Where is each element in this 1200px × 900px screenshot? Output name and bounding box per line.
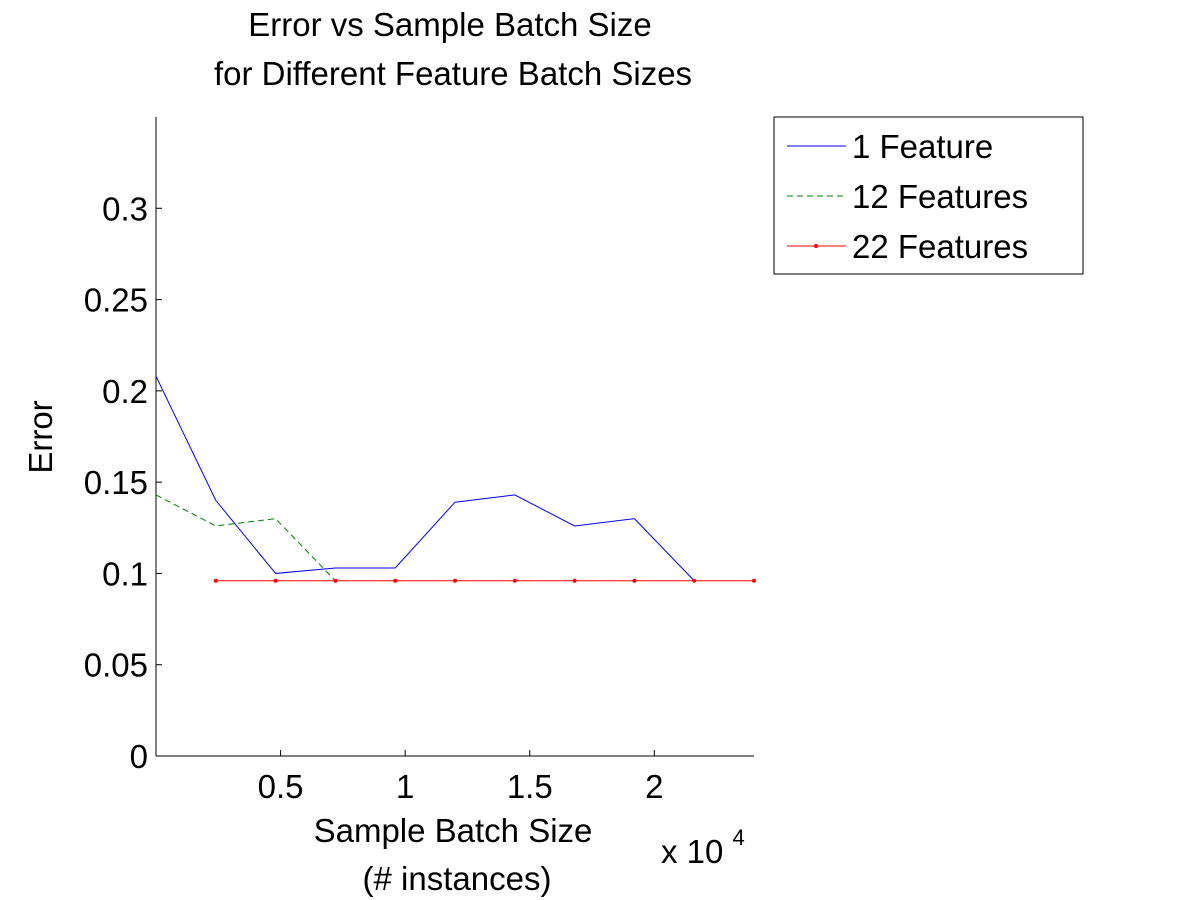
- x-tick-label: 0.5: [258, 768, 304, 805]
- series-point-22-features: [393, 578, 398, 583]
- series-point-22-features: [632, 578, 637, 583]
- series-point-22-features: [213, 578, 218, 583]
- x-axis-label-line-1: Sample Batch Size: [314, 812, 593, 849]
- y-tick-label: 0.1: [102, 555, 148, 592]
- x-axis-exponent-power: 4: [733, 825, 745, 850]
- x-tick-label: 1.5: [507, 768, 553, 805]
- series-point-22-features: [572, 578, 577, 583]
- y-tick-label: 0.25: [84, 282, 148, 319]
- legend-label-12-features: 12 Features: [852, 178, 1028, 215]
- x-axis-label-line-2: (# instances): [363, 860, 552, 897]
- y-tick-label: 0.3: [102, 190, 148, 227]
- series-line-1-feature: [155, 376, 695, 582]
- series-point-22-features: [752, 578, 756, 583]
- x-tick-label: 1: [396, 768, 414, 805]
- series-point-22-features: [273, 578, 278, 583]
- series-point-22-features: [692, 578, 697, 583]
- y-tick-label: 0.15: [84, 464, 148, 501]
- x-axis-exponent-base: x 10: [661, 833, 723, 870]
- legend-marker-22-features: [814, 244, 818, 248]
- series-point-22-features: [333, 578, 338, 583]
- chart-title-line-2: for Different Feature Batch Sizes: [214, 55, 692, 92]
- x-tick-label: 2: [645, 768, 663, 805]
- series-line-12-features: [155, 494, 336, 582]
- y-tick-label: 0.2: [102, 373, 148, 410]
- plot-area: 0 0.05 0.1 0.15 0.2 0.25 0.3 0.5 1 1.5 2: [84, 117, 756, 805]
- y-tick-label: 0.05: [84, 647, 148, 684]
- series-point-22-features: [512, 578, 517, 583]
- legend: 1 Feature 12 Features 22 Features: [773, 116, 1084, 275]
- legend-box: [773, 116, 1084, 275]
- series-point-22-features: [453, 578, 457, 583]
- chart-title-line-1: Error vs Sample Batch Size: [248, 6, 651, 43]
- y-tick-label: 0: [130, 738, 148, 775]
- x-axis-exponent: x 10 4: [661, 825, 745, 870]
- legend-label-22-features: 22 Features: [852, 228, 1028, 265]
- legend-label-1-feature: 1 Feature: [852, 128, 993, 165]
- y-axis-label: Error: [22, 400, 59, 473]
